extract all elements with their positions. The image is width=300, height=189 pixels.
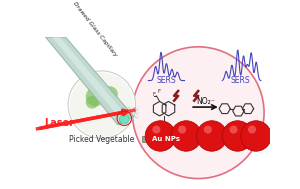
Circle shape: [152, 125, 160, 134]
Text: NO₂⁻: NO₂⁻: [196, 97, 215, 106]
Circle shape: [196, 121, 227, 151]
Text: F: F: [152, 92, 155, 97]
Circle shape: [86, 96, 99, 109]
Circle shape: [70, 73, 134, 137]
Text: Picked Vegetable: Picked Vegetable: [69, 135, 134, 144]
Circle shape: [222, 121, 253, 151]
Text: F: F: [157, 89, 161, 94]
Text: Au NPs: Au NPs: [152, 136, 180, 142]
Circle shape: [171, 121, 201, 151]
Polygon shape: [46, 37, 134, 125]
Circle shape: [145, 121, 176, 151]
Circle shape: [132, 47, 264, 179]
Circle shape: [248, 125, 256, 134]
Polygon shape: [52, 37, 128, 121]
Text: SERS: SERS: [156, 76, 176, 85]
Circle shape: [68, 71, 136, 138]
FancyBboxPatch shape: [142, 136, 262, 142]
Circle shape: [119, 114, 129, 124]
Circle shape: [86, 87, 105, 106]
Circle shape: [241, 121, 271, 151]
Text: SERS: SERS: [231, 76, 250, 85]
Circle shape: [230, 125, 238, 134]
Text: Drawed Glass Capillary: Drawed Glass Capillary: [72, 1, 118, 57]
Circle shape: [178, 125, 186, 134]
Circle shape: [102, 86, 118, 102]
Circle shape: [204, 125, 212, 134]
Text: Laser: Laser: [44, 118, 74, 128]
